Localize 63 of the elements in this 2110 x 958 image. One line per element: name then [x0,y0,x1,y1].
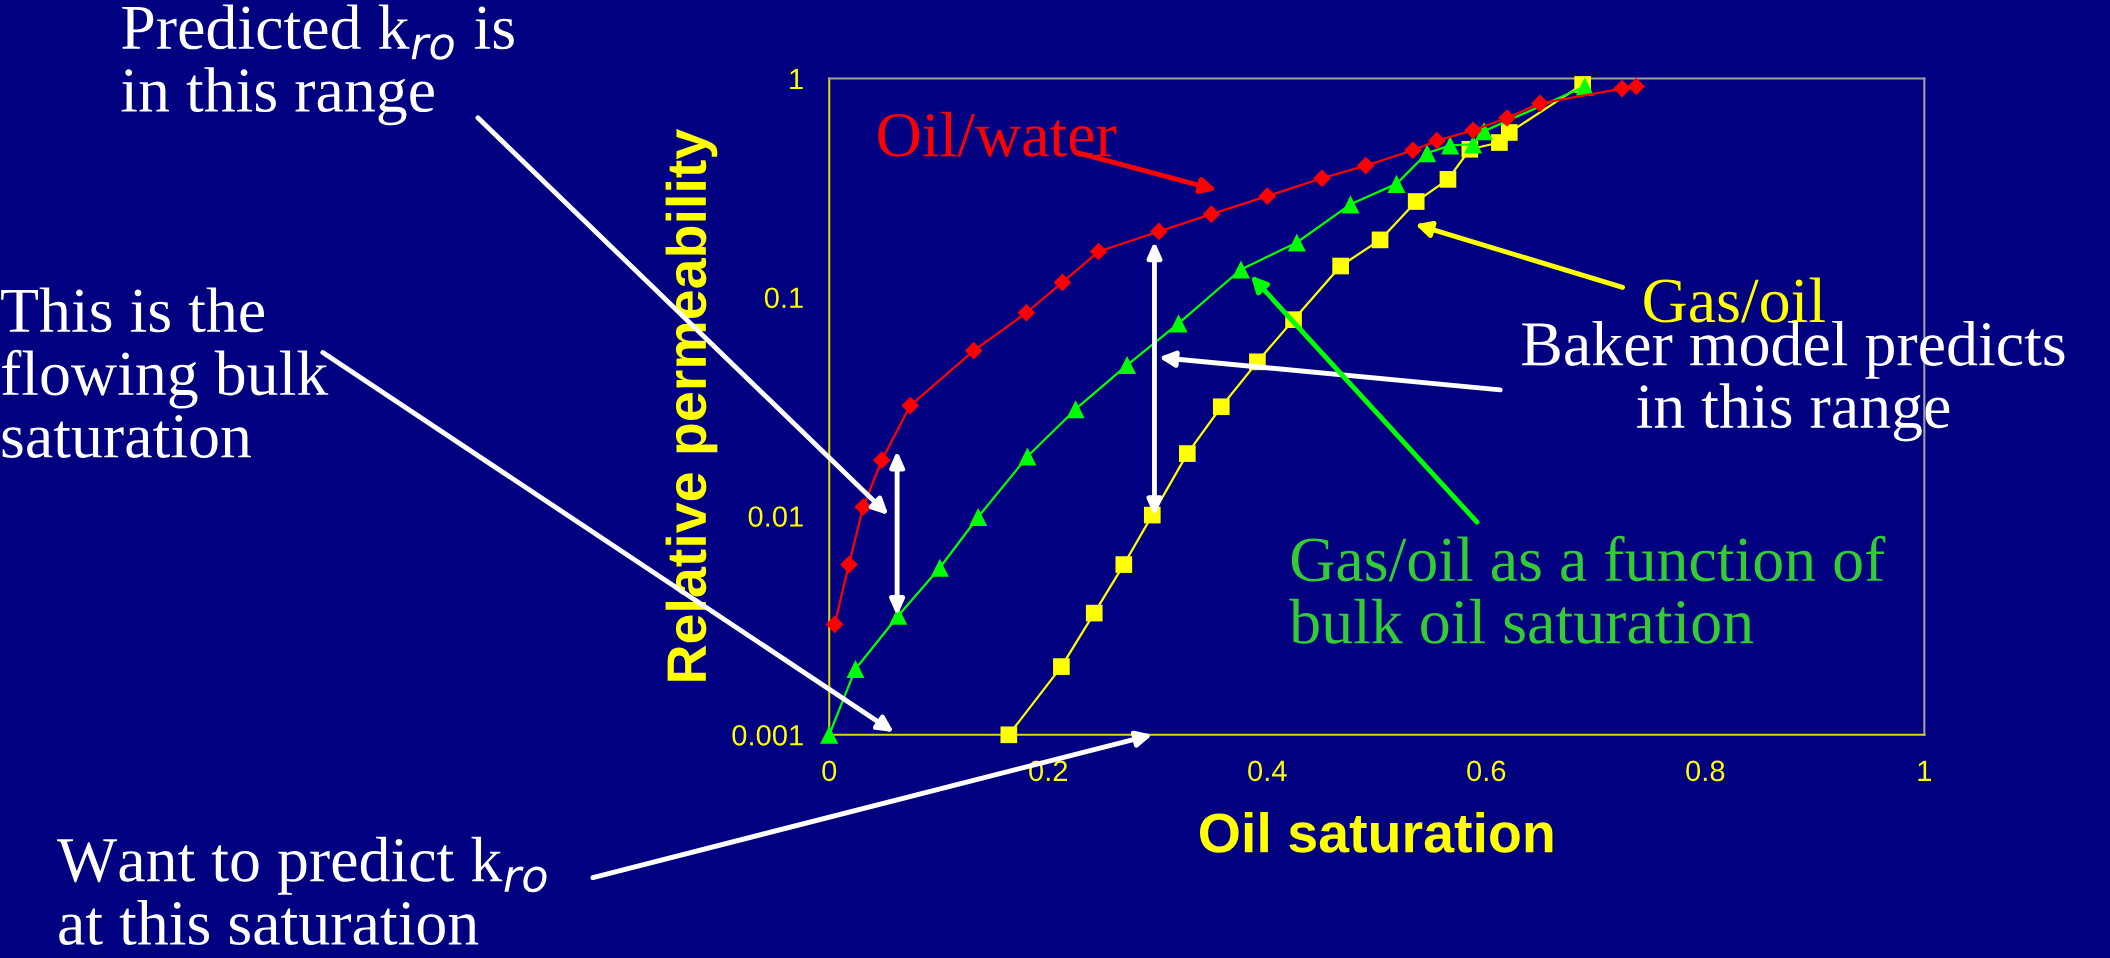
point [840,555,858,574]
x-tick-label: 0.4 [1248,760,1287,782]
point [1231,260,1251,279]
y-axis-title: Relative permeability [665,129,718,681]
point [1053,658,1070,675]
point [1418,144,1437,163]
x-tick-label: 0.6 [1467,760,1506,782]
x-tick-label: 0 [822,760,837,782]
annotation: Gas/oil as a function of bulk oil saturation [1289,535,1886,644]
point [1627,77,1646,96]
point [1498,109,1516,127]
point [1017,303,1036,322]
point [901,396,920,415]
point [872,451,891,470]
point [1441,136,1460,155]
point [1387,174,1406,193]
point [1018,447,1037,466]
point [1066,400,1085,419]
point [1428,131,1446,150]
point [1202,205,1221,223]
point [1115,556,1133,573]
point [969,507,988,527]
point [1613,79,1631,98]
y-tick-label: 0.01 [748,506,803,527]
point [1169,314,1188,333]
point [1178,445,1196,462]
x-axis-title: Oil saturation [1200,811,1553,853]
x-tick-label: 1 [1918,760,1932,781]
point [1464,121,1482,140]
point [825,615,844,634]
point [820,725,839,744]
point [1118,356,1137,375]
text: Predicted k$_{ro}$ is in this range [121,4,514,126]
point [1439,171,1457,188]
annotation: Oil/water [878,111,1117,157]
point [1212,398,1230,416]
point [1085,604,1103,622]
text: Want to predict k$_{ro}$ at this saturation [57,836,547,946]
y-tick-label: 1 [790,69,803,90]
point [1371,231,1389,249]
point [1356,156,1375,175]
point [1258,187,1277,205]
point [1150,222,1168,241]
point [1500,124,1518,141]
point [1332,257,1349,275]
point [1341,195,1360,214]
point [1089,242,1108,261]
point [1287,233,1306,252]
point [846,659,865,678]
annotation: Gas/oil [1644,277,1825,323]
point [930,558,949,577]
x-tick-label: 0.8 [1686,760,1725,782]
y-tick-label: 0.001 [732,724,803,746]
point [1407,193,1425,210]
y-tick-label: 0.1 [764,287,803,309]
point [964,341,983,360]
point [1404,141,1422,160]
text: This is the flowing bulk saturation [1,287,329,458]
point [1464,135,1483,154]
point [1053,273,1072,292]
point [1000,726,1018,744]
point [1313,169,1331,188]
point [1531,94,1549,113]
